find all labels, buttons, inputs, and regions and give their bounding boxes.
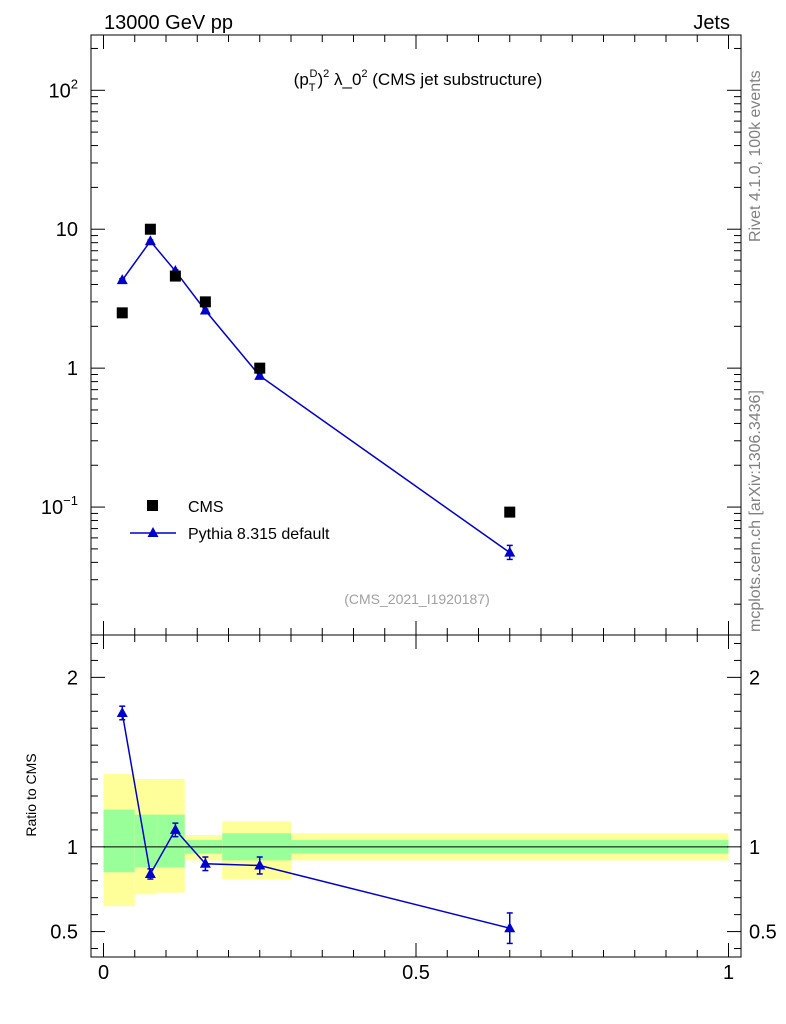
main-plot-title: (pTD)2 λ_02 (CMS jet substructure) [294,68,543,94]
main-y-tick-label: 10 [56,219,78,241]
title-suffix: (CMS jet substructure) [368,70,543,89]
main-y-tick-label: 1 [67,358,78,380]
ratio-axis-label: Ratio to CMS [23,753,39,836]
title-sup1: D [310,68,318,80]
main-axis-ticks [91,35,741,635]
ratio-y-tick-labels: 2 2 1 1 0.5 0.5 [50,667,777,943]
legend-cms-label: CMS [188,499,224,516]
ratio-y-tick-label-left: 2 [67,667,78,689]
cms-data-point [504,506,516,518]
title-sup3: 2 [361,68,367,80]
ratio-mc-point [254,859,266,870]
x-tick-label: 1 [723,962,734,984]
ratio-band-green [156,814,185,868]
cms-data-point [169,270,181,282]
title-mid: λ_0 [329,70,361,89]
ratio-y-tick-label-right: 0.5 [749,922,777,944]
main-y-tick-label: 102 [49,76,78,102]
ratio-mc-point [504,922,516,933]
title-prefix: (p [294,70,309,89]
ratio-mc-point [116,706,128,717]
ratio-plot-panel: 2 21 10.5 0.5 0 0.5 1 Ratio to CMS [23,634,777,984]
cms-data-point [116,307,128,319]
legend-cms-marker [147,500,158,511]
ratio-mc-point [144,867,156,878]
header-category-label: Jets [693,12,730,34]
ratio-band-green [103,809,135,873]
mc-point [504,546,516,557]
ratio-uncertainty-bands [103,773,729,907]
ratio-data-marks [116,705,516,945]
ratio-mc-point [199,857,211,868]
ratio-y-tick-label-left: 0.5 [50,922,78,944]
legend-mc-marker [147,527,159,537]
title-sup2: 2 [323,68,329,80]
mcplots-credit-label: mcplots.cern.ch [arXiv:1306.3436] [747,390,764,632]
title-sub: T [309,82,316,94]
ratio-mc-line [121,712,510,929]
main-plot-frame [90,34,742,636]
ratio-y-tick-label-right: 2 [749,667,760,689]
ratio-axis-ticks [91,635,741,957]
ratio-mc-point [169,823,181,834]
mc-point [254,369,266,380]
legend: CMS Pythia 8.315 default [130,499,330,543]
analysis-watermark: (CMS_2021_I1920187) [344,591,490,607]
main-y-tick-label: 10−1 [41,493,78,519]
mc-point [116,274,128,285]
mc-series-line [121,239,511,554]
cms-data-point [199,296,211,308]
x-tick-labels: 0 0.5 1 [98,962,734,984]
mc-point [144,235,156,246]
rivet-version-label: Rivet 4.1.0, 100k events [747,70,764,242]
ratio-y-tick-label-right: 1 [749,837,760,859]
cms-data-point [254,362,266,374]
ratio-band-green [134,814,157,868]
header-energy-label: 13000 GeV pp [104,12,233,34]
x-tick-label: 0.5 [402,962,430,984]
ratio-plot-frame [90,634,742,958]
cms-data-point [144,223,156,235]
mc-point [199,304,211,315]
legend-mc-label: Pythia 8.315 default [188,526,330,543]
x-tick-label: 0 [98,962,109,984]
title-close: ) [317,70,323,89]
main-data-marks [116,223,516,561]
main-y-tick-labels: 102 10 1 10−1 [41,76,78,519]
ratio-y-tick-label-left: 1 [67,837,78,859]
